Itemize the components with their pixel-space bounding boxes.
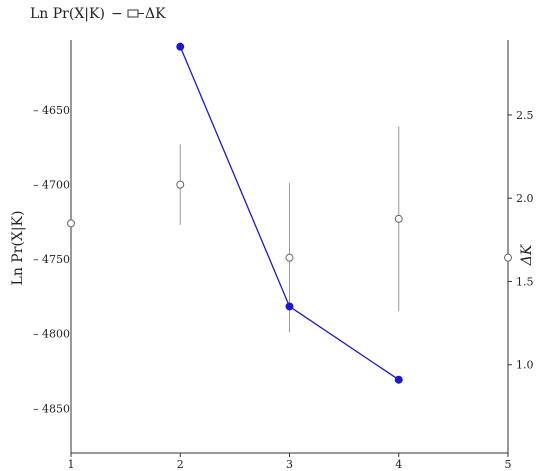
left-tick-label: – 4650 [33,104,70,117]
legend-separator: − [111,6,123,22]
ln-pr-points [67,180,512,262]
ln-pr-point [504,253,512,262]
delta-k-point [176,42,185,51]
left-tick-label: – 4750 [33,253,70,266]
right-tick-label: 2.0 [516,192,534,205]
left-tick-label: – 4800 [33,328,70,341]
right-axis-title: ΔK [519,243,535,266]
ln-pr-point [67,219,75,228]
x-tick-label: 4 [395,458,402,471]
delta-k-point [394,375,403,384]
delta-k-series [176,42,403,384]
left-axis-title: Ln Pr(X|K) [10,211,26,286]
left-tick-label: – 4850 [33,402,70,415]
right-axis-ticks: 1.0 1.5 2.0 2.5 [508,109,534,372]
x-tick-label: 5 [505,458,512,471]
legend-entry-delta-k: ΔK [145,6,166,22]
right-tick-label: 2.5 [516,109,534,122]
x-axis-ticks: 1 2 3 4 5 [68,453,512,471]
left-axis-ticks: – 4650 – 4700 – 4750 – 4800 – 4850 [33,104,70,415]
ln-pr-point [394,214,403,223]
legend: Ln Pr(X|K) − ΔK [30,6,166,22]
x-tick-label: 2 [177,458,184,471]
legend-ln-pr-marker [127,9,139,18]
ln-pr-point [176,180,185,189]
error-bars [179,126,400,333]
right-tick-label: 1.5 [516,275,534,288]
x-tick-label: 1 [68,458,75,471]
left-tick-label: – 4700 [33,179,70,192]
x-tick-label: 3 [286,458,293,471]
legend-entry-ln-pr: Ln Pr(X|K) [30,6,105,22]
delta-k-point [285,302,294,311]
ln-pr-point [285,253,294,262]
right-tick-label: 1.0 [516,359,534,372]
